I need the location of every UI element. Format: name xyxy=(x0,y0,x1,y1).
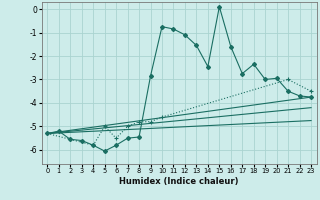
X-axis label: Humidex (Indice chaleur): Humidex (Indice chaleur) xyxy=(119,177,239,186)
